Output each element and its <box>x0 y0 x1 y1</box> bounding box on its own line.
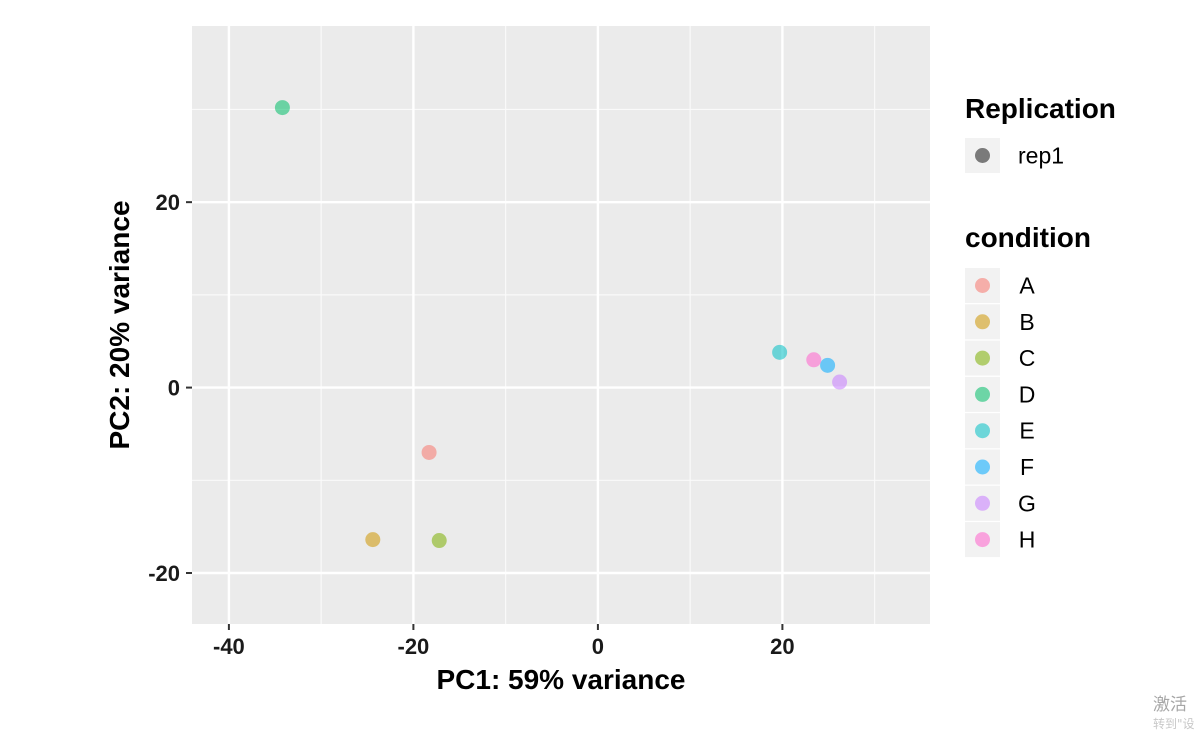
x-tick-label: -40 <box>213 634 245 659</box>
y-tick-label: 20 <box>156 190 180 215</box>
y-tick-label: -20 <box>148 561 180 586</box>
legend-key-g <box>975 495 990 511</box>
legend-key-b <box>975 314 990 330</box>
legend-label-f: F <box>1020 454 1034 480</box>
grid-major <box>192 26 930 624</box>
data-point-h <box>806 352 822 368</box>
data-point-b <box>365 532 381 548</box>
watermark-subtext: 转到"设 <box>1153 717 1195 731</box>
legend-title-condition: condition <box>965 222 1091 253</box>
y-axis-ticks: -20 0 20 <box>148 190 192 586</box>
legend-label-g: G <box>1018 490 1036 516</box>
x-tick-label: 0 <box>592 634 604 659</box>
legend-key-rep1 <box>975 148 990 163</box>
legend-key-d <box>975 386 990 402</box>
x-axis-ticks: -40 -20 0 20 <box>213 624 795 659</box>
plot-panel <box>192 26 930 624</box>
legend-label-b: B <box>1019 309 1034 335</box>
legend-key-f <box>975 459 990 475</box>
legend-label-rep1: rep1 <box>1018 143 1064 169</box>
legend-key-c <box>975 350 990 366</box>
x-tick-label: -20 <box>398 634 430 659</box>
x-tick-label: 20 <box>770 634 794 659</box>
legend-label-c: C <box>1019 345 1036 371</box>
data-points <box>274 100 848 549</box>
data-point-a <box>421 444 437 460</box>
legend-label-e: E <box>1019 418 1034 444</box>
legend-label-h: H <box>1019 527 1036 553</box>
x-axis-title: PC1: 59% variance <box>436 664 685 695</box>
y-tick-label: 0 <box>168 376 180 401</box>
data-point-g <box>832 374 848 390</box>
watermark-text: 激活 <box>1153 695 1187 715</box>
legend-label-a: A <box>1019 273 1035 299</box>
legend-key-h <box>975 532 990 548</box>
y-axis-title: PC2: 20% variance <box>104 200 135 449</box>
data-point-f <box>820 357 836 373</box>
data-point-d <box>274 100 290 116</box>
legend-key-a <box>975 278 990 293</box>
legend-key-e <box>975 423 990 439</box>
grid-minor <box>192 26 930 624</box>
legend-title-replication: Replication <box>965 93 1116 124</box>
data-point-c <box>431 533 447 549</box>
data-point-e <box>772 344 788 360</box>
legend-label-d: D <box>1019 381 1036 407</box>
